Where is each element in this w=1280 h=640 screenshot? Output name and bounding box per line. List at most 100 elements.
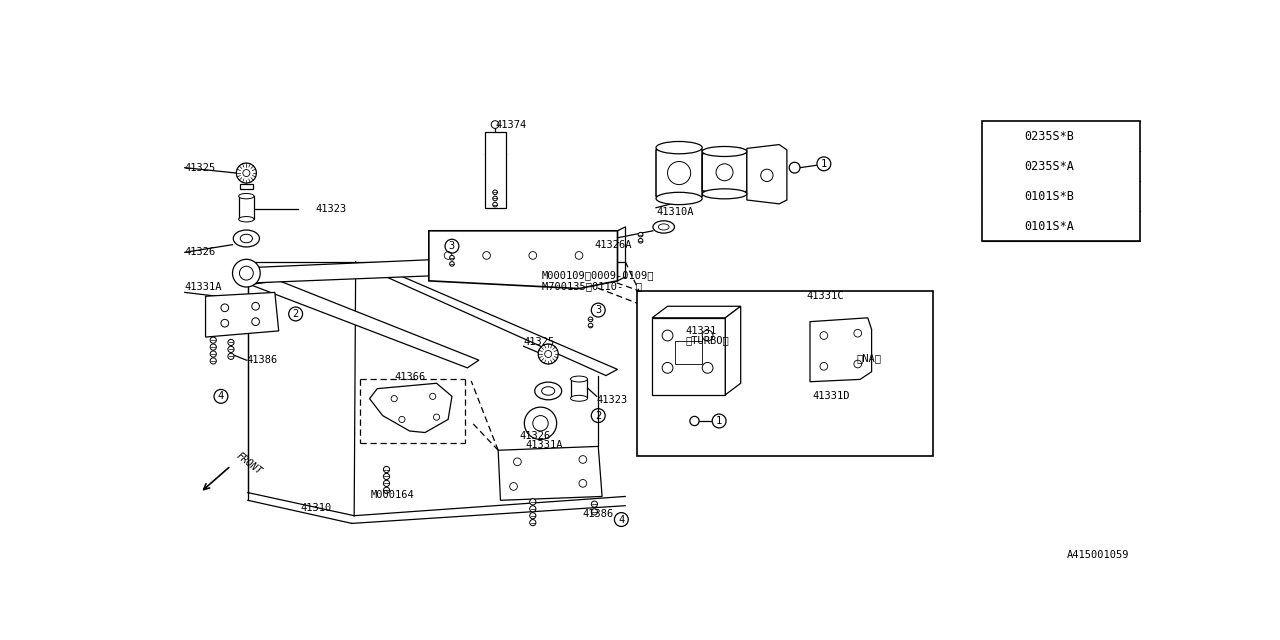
Text: 4: 4 xyxy=(218,391,224,401)
Text: 〈NA〉: 〈NA〉 xyxy=(856,353,881,363)
Ellipse shape xyxy=(535,382,562,400)
Circle shape xyxy=(449,262,454,266)
Text: 4: 4 xyxy=(995,221,1001,232)
Text: 41331C: 41331C xyxy=(806,291,844,301)
Circle shape xyxy=(639,232,643,237)
Circle shape xyxy=(662,362,673,373)
Circle shape xyxy=(210,358,216,364)
Circle shape xyxy=(530,499,536,505)
Text: 41331A: 41331A xyxy=(525,440,563,450)
Text: 0101S*B: 0101S*B xyxy=(1024,190,1074,203)
Circle shape xyxy=(591,509,598,515)
Circle shape xyxy=(434,414,439,420)
Bar xyxy=(571,379,588,398)
Ellipse shape xyxy=(658,224,669,230)
Polygon shape xyxy=(246,268,479,368)
Circle shape xyxy=(820,362,828,370)
Circle shape xyxy=(545,351,552,358)
Polygon shape xyxy=(652,307,741,318)
Text: 4: 4 xyxy=(618,515,625,525)
Circle shape xyxy=(493,190,498,195)
Text: 41310A: 41310A xyxy=(657,207,694,216)
Circle shape xyxy=(384,474,389,479)
Text: 2: 2 xyxy=(595,411,602,420)
Ellipse shape xyxy=(703,147,746,157)
Circle shape xyxy=(493,202,498,207)
Polygon shape xyxy=(429,231,617,289)
Circle shape xyxy=(579,479,586,487)
Text: 41326: 41326 xyxy=(184,247,216,257)
Circle shape xyxy=(228,346,234,353)
Text: M000109〉0009-0109〉: M000109〉0009-0109〉 xyxy=(541,271,654,280)
Text: 41326A: 41326A xyxy=(594,239,632,250)
Text: 0235S*B: 0235S*B xyxy=(1024,131,1074,143)
Text: 0235S*A: 0235S*A xyxy=(1024,160,1074,173)
Circle shape xyxy=(384,487,389,493)
Circle shape xyxy=(591,501,598,508)
Text: 41326: 41326 xyxy=(518,431,550,440)
Circle shape xyxy=(384,467,389,472)
Circle shape xyxy=(854,330,861,337)
Circle shape xyxy=(575,252,582,259)
Bar xyxy=(636,291,933,456)
Circle shape xyxy=(854,360,861,368)
Circle shape xyxy=(662,330,673,341)
Text: M000164: M000164 xyxy=(371,490,415,500)
Ellipse shape xyxy=(668,161,691,184)
Text: A415001059: A415001059 xyxy=(1068,550,1129,561)
Circle shape xyxy=(690,417,699,426)
Polygon shape xyxy=(657,145,703,202)
Circle shape xyxy=(252,303,260,310)
Text: 41386: 41386 xyxy=(582,509,614,519)
Text: 2: 2 xyxy=(293,309,298,319)
Circle shape xyxy=(210,337,216,343)
Text: FRONT: FRONT xyxy=(234,451,264,477)
Polygon shape xyxy=(810,318,872,381)
Polygon shape xyxy=(726,307,741,395)
Circle shape xyxy=(530,520,536,525)
Text: 〈TURBO〉: 〈TURBO〉 xyxy=(685,335,730,345)
Ellipse shape xyxy=(716,164,733,180)
Circle shape xyxy=(483,252,490,259)
Text: 41386: 41386 xyxy=(246,355,278,365)
Circle shape xyxy=(384,480,389,486)
Text: 41310: 41310 xyxy=(301,503,332,513)
Text: 41325: 41325 xyxy=(524,337,554,348)
Circle shape xyxy=(449,255,454,260)
Polygon shape xyxy=(498,447,602,500)
Ellipse shape xyxy=(233,259,260,287)
Text: 41331: 41331 xyxy=(685,326,717,336)
Circle shape xyxy=(444,252,452,259)
Ellipse shape xyxy=(241,234,252,243)
Circle shape xyxy=(210,344,216,350)
Circle shape xyxy=(243,170,250,177)
Polygon shape xyxy=(703,148,746,196)
Circle shape xyxy=(589,323,593,328)
Circle shape xyxy=(392,396,397,402)
Circle shape xyxy=(760,169,773,182)
Polygon shape xyxy=(370,383,452,433)
Text: 3: 3 xyxy=(449,241,456,251)
Text: 1: 1 xyxy=(716,416,722,426)
Text: 41325: 41325 xyxy=(184,163,216,173)
Polygon shape xyxy=(485,132,506,208)
Ellipse shape xyxy=(238,216,253,222)
Circle shape xyxy=(589,317,593,322)
Circle shape xyxy=(228,353,234,360)
Circle shape xyxy=(530,506,536,512)
Bar xyxy=(241,184,252,189)
Text: 41323: 41323 xyxy=(596,395,628,405)
Polygon shape xyxy=(356,263,617,376)
Ellipse shape xyxy=(653,221,675,233)
Circle shape xyxy=(703,362,713,373)
Circle shape xyxy=(579,456,586,463)
Text: 41366: 41366 xyxy=(394,372,425,382)
Text: 2: 2 xyxy=(995,162,1001,172)
Circle shape xyxy=(790,163,800,173)
Circle shape xyxy=(529,252,536,259)
Polygon shape xyxy=(746,145,787,204)
Circle shape xyxy=(538,344,558,364)
Ellipse shape xyxy=(541,387,554,395)
Polygon shape xyxy=(206,292,279,337)
Circle shape xyxy=(399,417,404,422)
